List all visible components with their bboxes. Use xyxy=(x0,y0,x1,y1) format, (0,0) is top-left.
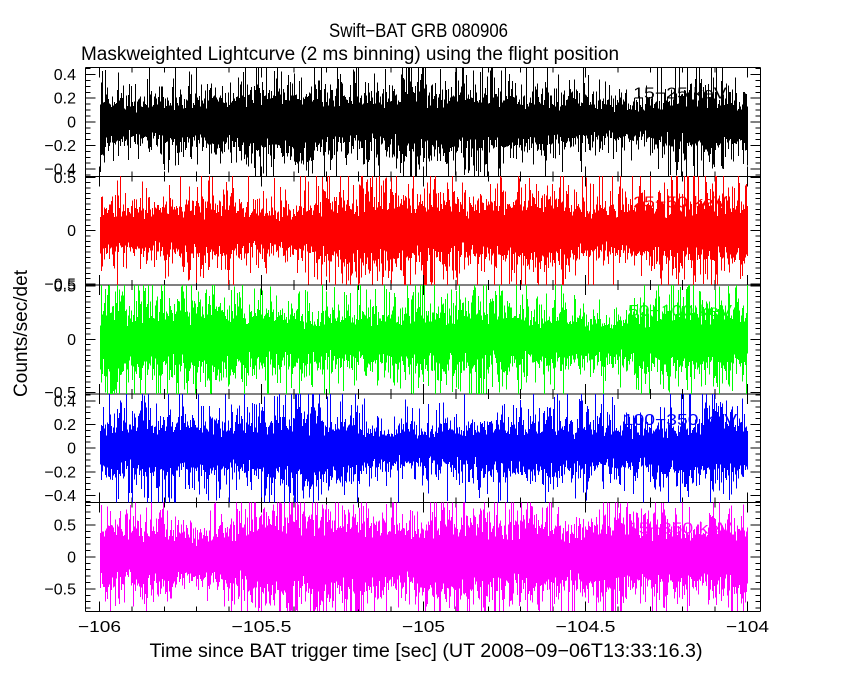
svg-text:Time since BAT trigger time [s: Time since BAT trigger time [sec] (UT 20… xyxy=(150,641,703,662)
svg-text:Counts/sec/det: Counts/sec/det xyxy=(11,269,32,397)
svg-text:Maskweighted Lightcurve (2 ms: Maskweighted Lightcurve (2 ms binning) u… xyxy=(81,44,619,65)
svg-text:−0.2: −0.2 xyxy=(44,138,76,155)
svg-text:15−25 keV: 15−25 keV xyxy=(633,86,727,103)
svg-text:0: 0 xyxy=(67,441,76,458)
svg-text:−0.2: −0.2 xyxy=(44,465,76,482)
svg-text:0.4: 0.4 xyxy=(54,394,76,411)
svg-text:0.2: 0.2 xyxy=(54,417,76,434)
svg-text:−106: −106 xyxy=(78,619,121,636)
svg-text:0.5: 0.5 xyxy=(54,518,76,535)
svg-text:0: 0 xyxy=(67,115,76,132)
svg-text:−0.5: −0.5 xyxy=(44,385,76,402)
svg-text:50−100 keV: 50−100 keV xyxy=(628,303,732,320)
svg-text:15−350 keV: 15−350 keV xyxy=(628,521,732,538)
svg-text:0: 0 xyxy=(67,332,76,349)
svg-text:100−350 keV: 100−350 keV xyxy=(623,412,738,429)
svg-text:−0.5: −0.5 xyxy=(44,582,76,599)
svg-text:25−50 keV: 25−50 keV xyxy=(633,194,727,211)
svg-text:0: 0 xyxy=(67,223,76,240)
svg-text:0.5: 0.5 xyxy=(54,279,76,296)
svg-text:−104.5: −104.5 xyxy=(556,619,616,636)
svg-text:0.5: 0.5 xyxy=(54,170,76,187)
svg-text:−0.4: −0.4 xyxy=(44,162,76,179)
svg-text:0.4: 0.4 xyxy=(54,67,76,84)
svg-text:−0.4: −0.4 xyxy=(44,488,76,505)
svg-text:−105: −105 xyxy=(402,619,445,636)
svg-text:0.2: 0.2 xyxy=(54,91,76,108)
svg-text:Swift−BAT GRB 080906: Swift−BAT GRB 080906 xyxy=(329,21,508,42)
svg-text:−104: −104 xyxy=(726,619,769,636)
svg-text:−105.5: −105.5 xyxy=(232,619,292,636)
svg-text:0: 0 xyxy=(67,550,76,567)
svg-text:−0.5: −0.5 xyxy=(44,277,76,294)
